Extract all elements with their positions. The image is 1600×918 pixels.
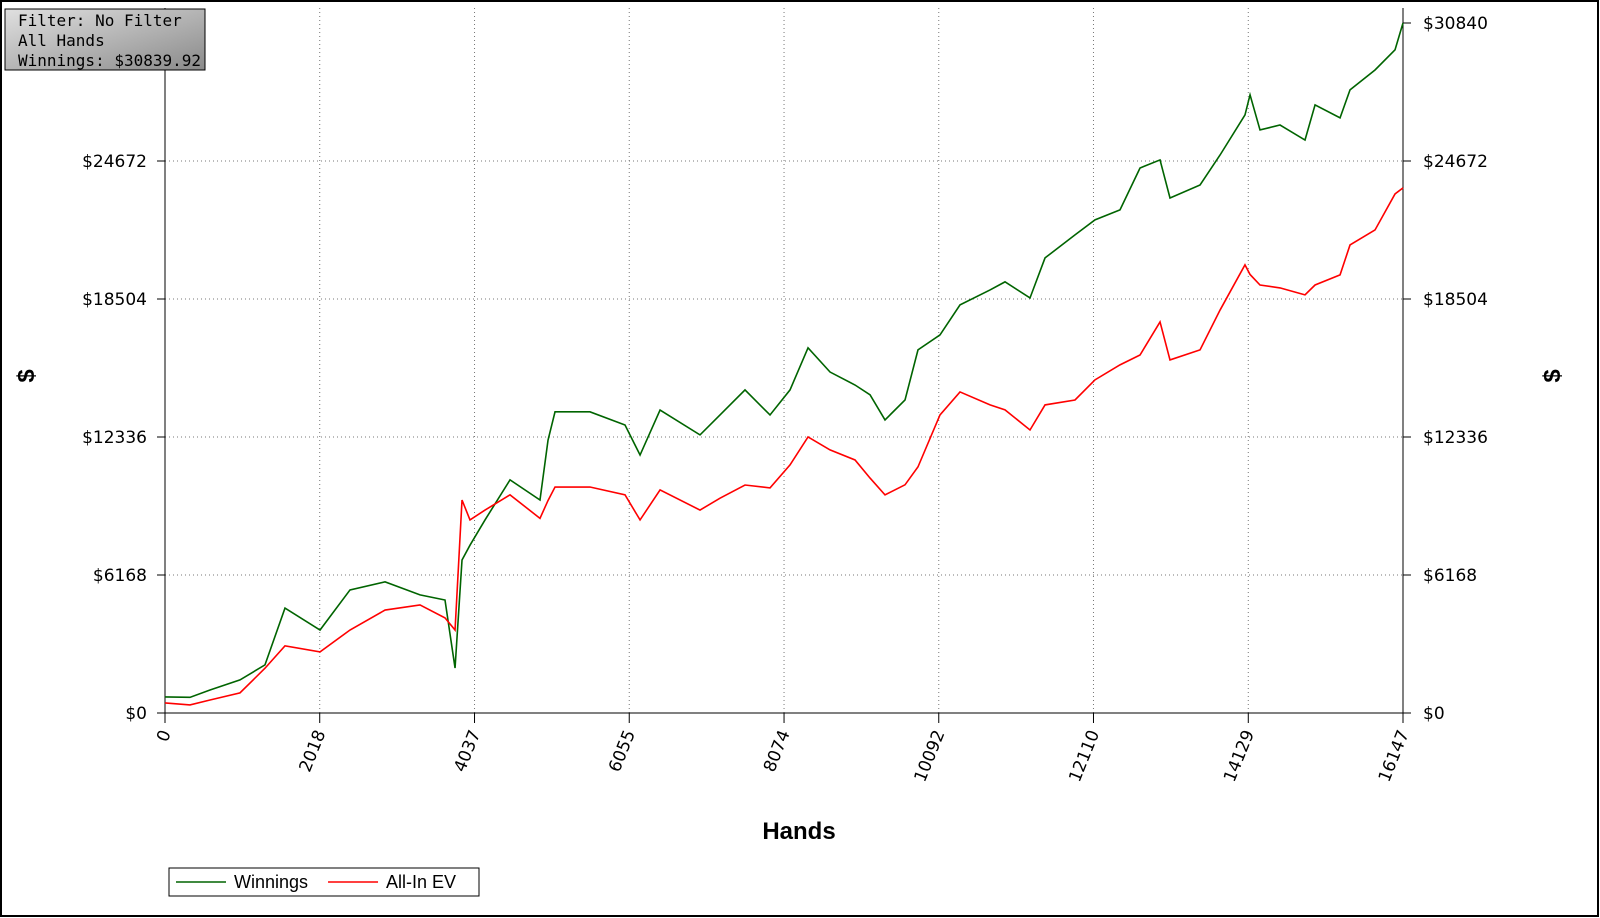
y2-tick-label: $0 [1423,704,1445,724]
y2-tick-label: $18504 [1423,290,1488,310]
y2-tick-label: $12336 [1423,428,1488,448]
x-axis-label: Hands [762,818,835,845]
y-tick-label: $18504 [82,290,147,310]
x-tick-label: 8074 [760,727,795,775]
x-tick-label: 6055 [605,727,640,775]
legend: Winnings All-In EV [168,867,480,897]
series-line [164,187,1404,706]
y-tick-label: $0 [125,704,147,724]
x-tick-label: 14129 [1220,727,1259,785]
info-line: All Hands [18,31,105,50]
info-line: Winnings: $30839.92 [18,51,201,70]
y-axis-label: $ [13,369,40,383]
x-tick-label: 0 [153,727,176,745]
y-tick-label: $6168 [93,566,147,586]
y2-tick-label: $6168 [1423,566,1477,586]
x-tick-label: 16147 [1375,727,1414,785]
x-tick-label: 4037 [450,727,485,775]
info-line: Filter: No Filter [18,11,182,30]
y-tick-label: $12336 [82,428,147,448]
legend-label: Winnings [234,872,308,892]
y2-axis-label: $ [1539,369,1566,383]
info-box: Filter: No Filter All Hands Winnings: $3… [4,8,206,71]
series-line [164,22,1404,699]
y-tick-label: $24672 [82,152,147,172]
info-box-bg [4,8,206,71]
legend-label: All-In EV [386,872,456,892]
y2-tick-label: $24672 [1423,152,1488,172]
y2-tick-label: $30840 [1423,14,1488,34]
x-tick-label: 2018 [296,727,331,775]
x-tick-label: 12110 [1065,727,1104,785]
x-tick-label: 10092 [911,727,950,785]
